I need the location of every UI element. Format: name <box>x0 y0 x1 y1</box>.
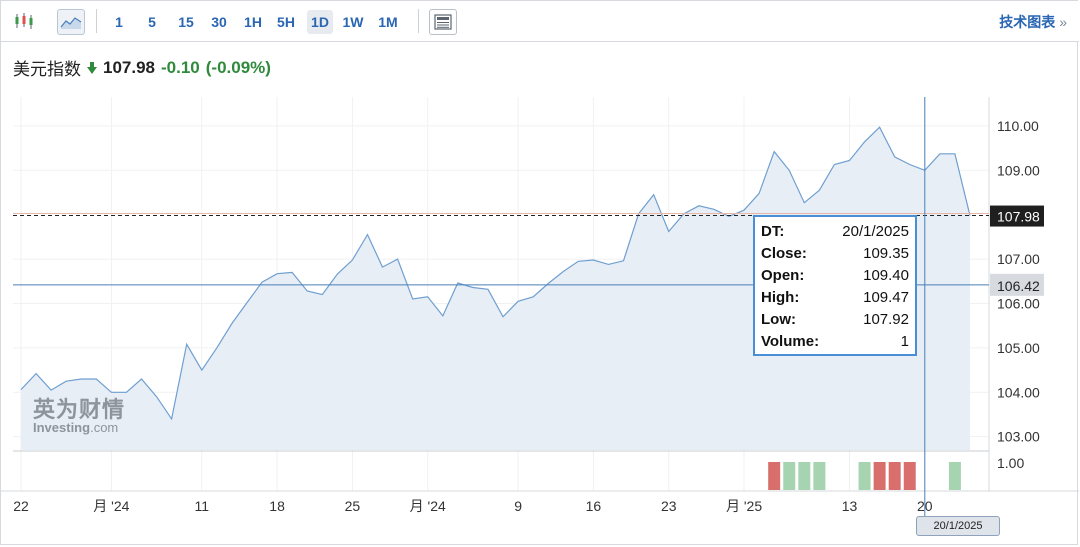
tech-chart-label: 技术图表 <box>999 14 1056 30</box>
x-tick-label: 11 <box>194 498 209 514</box>
x-tick-label: 18 <box>269 498 285 514</box>
volume-tick-label: 1.00 <box>997 455 1024 471</box>
price-line <box>20 126 971 421</box>
instrument-name: 美元指数 <box>13 60 81 79</box>
watermark-en-suffix: .com <box>90 420 119 435</box>
volume-bar <box>798 462 811 490</box>
y-tick-label: 104.00 <box>997 384 1040 400</box>
double-chevron-icon: » <box>1059 14 1067 30</box>
x-tick-label: 13 <box>842 498 858 514</box>
watermark-en: Investing <box>33 420 91 435</box>
x-tick-label: 16 <box>586 498 602 514</box>
tooltip-value: 109.47 <box>863 289 909 306</box>
volume-bar <box>888 462 901 490</box>
x-tick-label: 月 '24 <box>410 498 446 514</box>
tooltip-row: Open: 109.40 <box>761 265 909 287</box>
current-price-tag-label: 107.98 <box>997 209 1040 225</box>
crosshair-price-tag <box>990 273 1044 296</box>
tech-chart-link[interactable]: 技术图表» <box>999 12 1067 32</box>
candlestick-icon[interactable] <box>11 9 37 33</box>
timeframe-1d[interactable]: 1D <box>307 10 333 34</box>
x-tick-label: 22 <box>13 498 29 514</box>
x-tick-label: 25 <box>345 498 361 514</box>
volume-bar <box>873 462 886 490</box>
volume-bar <box>903 462 916 490</box>
y-tick-label: 107.00 <box>997 251 1040 267</box>
y-tick-label: 106.00 <box>997 295 1040 311</box>
tooltip-value: 109.40 <box>863 267 909 284</box>
watermark-cn: 英为财情 <box>33 397 126 422</box>
quote-header: 美元指数 107.98 -0.10 (-0.09%) <box>13 55 271 80</box>
tooltip-row: High: 109.47 <box>761 287 909 309</box>
volume-bar <box>783 462 796 490</box>
crosshair-date-label: 20/1/2025 <box>916 516 1000 536</box>
volume-bar <box>948 462 961 490</box>
price-change-percent: (-0.09%) <box>205 57 271 77</box>
x-tick-label: 9 <box>514 498 522 514</box>
tooltip-row: Volume: 1 <box>761 331 909 353</box>
current-price-tag <box>990 205 1044 227</box>
timeframe-15[interactable]: 15 <box>178 14 194 30</box>
volume-bar <box>813 462 826 490</box>
tooltip-key: Open: <box>761 267 805 284</box>
volume-bar <box>858 462 871 490</box>
y-tick-label: 103.00 <box>997 429 1040 445</box>
x-tick-label: 23 <box>661 498 677 514</box>
price-area-fill <box>21 127 970 450</box>
y-tick-label: 105.00 <box>997 340 1040 356</box>
last-price: 107.98 <box>103 57 155 77</box>
chart-toolbar: 1 5 15 30 1H 5H 1D 1W 1M 技术图表» <box>1 1 1079 42</box>
timeframe-1w[interactable]: 1W <box>342 14 364 30</box>
data-tooltip: DT: 20/1/2025 Close: 109.35 Open: 109.40 High:… <box>753 215 917 356</box>
tooltip-row: Low: 107.92 <box>761 309 909 331</box>
tooltip-key: DT: <box>761 223 785 240</box>
tooltip-key: Volume: <box>761 333 820 350</box>
y-tick-label: 110.00 <box>997 118 1039 134</box>
timeframe-1h[interactable]: 1H <box>244 14 262 30</box>
tooltip-key: Close: <box>761 245 807 262</box>
tooltip-row: DT: 20/1/2025 <box>761 221 909 243</box>
area-chart-icon[interactable] <box>57 9 85 35</box>
timeframe-1[interactable]: 1 <box>115 14 123 30</box>
timeframe-1m[interactable]: 1M <box>378 14 398 30</box>
timeframe-30[interactable]: 30 <box>211 14 227 30</box>
tooltip-value: 20/1/2025 <box>842 223 909 240</box>
news-icon[interactable] <box>429 9 457 35</box>
tooltip-value: 109.35 <box>863 245 909 262</box>
crosshair-price-tag-label: 106.42 <box>997 278 1040 294</box>
timeframe-5[interactable]: 5 <box>148 14 156 30</box>
toolbar-divider <box>418 9 419 33</box>
x-tick-label: 月 '25 <box>726 498 762 514</box>
x-tick-label: 20 <box>917 498 933 514</box>
timeframe-5h[interactable]: 5H <box>277 14 295 30</box>
y-tick-label: 109.00 <box>997 162 1040 178</box>
tooltip-key: Low: <box>761 311 796 328</box>
toolbar-divider <box>96 9 97 33</box>
tooltip-row: Close: 109.35 <box>761 243 909 265</box>
price-change: -0.10 <box>161 57 200 77</box>
volume-bar <box>768 462 781 490</box>
down-arrow-icon <box>87 61 97 74</box>
tooltip-key: High: <box>761 289 800 306</box>
tooltip-value: 107.92 <box>863 311 909 328</box>
investing-watermark: 英为财情 Investing.com <box>33 397 126 435</box>
tooltip-value: 1 <box>900 333 909 350</box>
x-tick-label: 月 '24 <box>93 498 129 514</box>
